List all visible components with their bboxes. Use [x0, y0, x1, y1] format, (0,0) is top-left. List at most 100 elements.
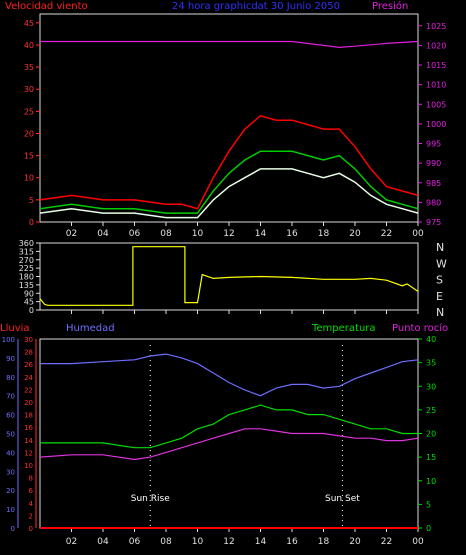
direction-tick-label: 45: [24, 298, 34, 307]
rain-tick-label: 2: [29, 512, 33, 520]
wind-tick-label: 15: [24, 152, 34, 161]
pressure-tick-label: 1025: [426, 22, 446, 31]
rain-tick-label: 28: [24, 349, 33, 357]
x-tick-label: 08: [160, 229, 172, 239]
rain-tick-label: 14: [24, 437, 33, 445]
chart-title: 24 hora graphicdat 30 Junio 2050: [172, 1, 340, 12]
humidity-tick-label: 70: [6, 393, 15, 401]
rain-tick-label: 22: [24, 386, 33, 394]
pressure-tick-label: 1020: [426, 41, 446, 50]
wind-pressure-panel: 0510152025303540459759809859909951000100…: [24, 13, 446, 239]
series-line-media: [39, 150, 419, 214]
rain-tick-label: 18: [24, 412, 33, 420]
temp-tick-label: 15: [426, 453, 436, 462]
pressure-tick-label: 1015: [426, 61, 446, 70]
rain-tick-label: 4: [29, 500, 34, 508]
legend-dew-point: Punto rocío: [392, 322, 448, 334]
compass-label: N: [436, 241, 444, 254]
compass-label: S: [436, 274, 443, 287]
rain-tick-label: 30: [24, 336, 33, 344]
wind-tick-label: 45: [24, 19, 34, 28]
x-tick-label: 02: [66, 537, 77, 547]
pressure-tick-label: 980: [426, 198, 441, 207]
pressure-tick-label: 985: [426, 179, 441, 188]
temp-tick-label: 35: [426, 359, 436, 368]
x-tick-label: 16: [286, 537, 298, 547]
compass-label: W: [436, 257, 447, 270]
humidity-tick-label: 50: [6, 431, 15, 439]
direction-tick-label: 135: [19, 281, 34, 290]
wind-tick-label: 0: [29, 218, 34, 227]
wind-tick-label: 25: [24, 107, 34, 116]
series-line-puntoroco: [39, 428, 419, 461]
temp-tick-label: 10: [426, 477, 436, 486]
wind-tick-label: 5: [29, 196, 34, 205]
direction-plot-frame: [39, 242, 419, 311]
humidity-tick-label: 30: [6, 468, 15, 476]
x-tick-label: 04: [97, 229, 109, 239]
series-line-direction: [39, 246, 419, 306]
compass-label: N: [436, 306, 444, 319]
x-tick-label: 10: [192, 537, 204, 547]
x-tick-label: 06: [129, 537, 141, 547]
wind-tick-label: 10: [24, 174, 34, 183]
humidity-tick-label: 10: [6, 506, 15, 514]
sun-marker-label: Sun Rise: [131, 494, 170, 504]
rain-tick-label: 24: [24, 374, 33, 382]
direction-tick-label: 0: [29, 306, 34, 315]
x-tick-label: 08: [160, 537, 172, 547]
humidity-tick-label: 0: [11, 525, 15, 533]
pressure-tick-label: 975: [426, 218, 441, 227]
series-line-viento: [39, 168, 419, 219]
x-tick-label: 14: [255, 537, 267, 547]
rain-tick-label: 10: [24, 462, 33, 470]
humidity-tick-label: 60: [6, 412, 15, 420]
rain-tick-label: 16: [24, 424, 33, 432]
pressure-tick-label: 990: [426, 159, 441, 168]
wind-tick-label: 35: [24, 63, 34, 72]
x-tick-label: 16: [286, 229, 298, 239]
series-line-humedad: [40, 353, 419, 397]
humidity-tick-label: 100: [2, 336, 15, 344]
rain-tick-label: 20: [24, 399, 33, 407]
wind-tick-label: 40: [24, 41, 34, 50]
pressure-tick-label: 1000: [426, 120, 446, 129]
temp-tick-label: 40: [426, 335, 436, 344]
x-tick-label: 02: [66, 229, 77, 239]
x-tick-label: 18: [318, 537, 330, 547]
series-line-temperatura: [40, 404, 418, 449]
x-tick-label: 00: [412, 537, 424, 547]
rain-tick-label: 6: [29, 487, 34, 495]
x-tick-label: 18: [318, 229, 330, 239]
pressure-tick-label: 1005: [426, 100, 446, 109]
humidity-tick-label: 80: [6, 374, 15, 382]
temperature-humidity-panel: 0102030405060708090100024681012141618202…: [2, 335, 437, 547]
x-tick-label: 20: [349, 537, 361, 547]
x-tick-label: 14: [255, 229, 267, 239]
series-line-presin: [40, 40, 419, 49]
x-tick-label: 04: [97, 537, 109, 547]
temp-tick-label: 0: [426, 524, 431, 533]
temp-tick-label: 30: [426, 382, 436, 391]
direction-tick-label: 315: [19, 247, 34, 256]
wind-tick-label: 20: [24, 129, 34, 138]
direction-tick-label: 360: [19, 239, 34, 248]
direction-tick-label: 180: [19, 273, 34, 282]
wind-tick-label: 30: [24, 85, 34, 94]
rain-tick-label: 8: [29, 475, 33, 483]
temp-tick-label: 5: [426, 500, 431, 509]
temp-tick-label: 20: [426, 430, 436, 439]
x-tick-label: 06: [129, 229, 141, 239]
x-tick-label: 20: [349, 229, 361, 239]
humidity-tick-label: 40: [6, 449, 15, 457]
x-tick-label: 22: [381, 537, 392, 547]
sun-marker-label: Sun Set: [325, 494, 360, 504]
wind-speed-axis-label: Velocidad viento: [5, 1, 88, 12]
pressure-tick-label: 995: [426, 140, 441, 149]
rain-tick-label: 26: [24, 361, 33, 369]
x-tick-label: 12: [223, 229, 234, 239]
x-tick-label: 10: [192, 229, 204, 239]
x-tick-label: 00: [412, 229, 424, 239]
humidity-tick-label: 20: [6, 487, 15, 495]
